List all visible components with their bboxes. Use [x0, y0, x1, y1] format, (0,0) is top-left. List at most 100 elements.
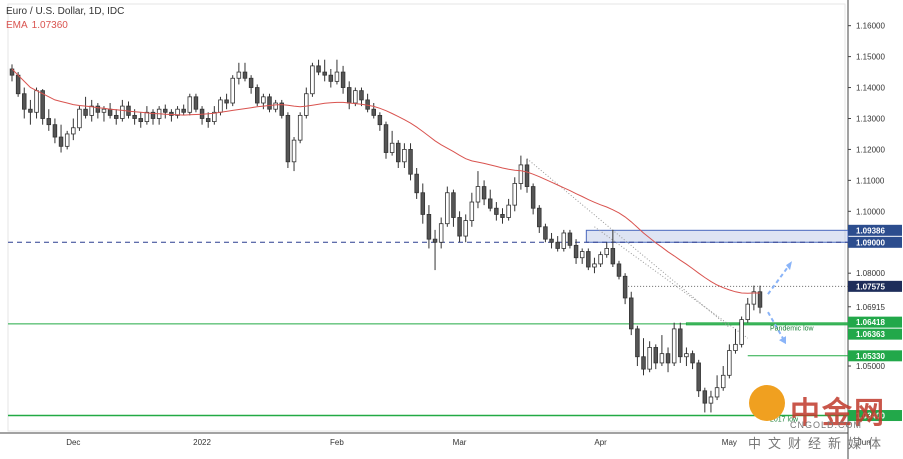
candle — [641, 356, 646, 370]
candle — [248, 77, 254, 88]
candle — [751, 291, 757, 305]
candle — [420, 192, 426, 215]
arrowhead-down — [779, 336, 786, 345]
price-badge — [848, 328, 902, 340]
candle — [500, 214, 505, 218]
candle — [346, 87, 352, 104]
candle — [408, 149, 413, 175]
candle — [230, 77, 235, 104]
price-badge — [848, 236, 902, 248]
candle — [291, 139, 297, 163]
projection-arrow-down — [767, 311, 785, 341]
candle — [396, 142, 401, 163]
candle — [15, 74, 21, 95]
ema-label: EMA — [6, 20, 28, 31]
candle — [555, 241, 560, 249]
candle — [218, 99, 223, 113]
candle — [64, 133, 70, 147]
candle — [506, 204, 511, 218]
x-tick-label: 2022 — [193, 438, 211, 447]
candle — [205, 118, 211, 122]
candle — [487, 198, 493, 209]
candle — [22, 93, 27, 110]
candle — [720, 374, 726, 389]
x-tick-label: Apr — [594, 438, 607, 447]
candle — [169, 111, 174, 116]
candle — [371, 108, 376, 116]
candle — [745, 303, 750, 321]
price-badge-label: 1.06363 — [856, 330, 885, 339]
candle — [537, 207, 542, 228]
candle — [714, 387, 720, 398]
candle — [598, 254, 603, 265]
candle — [684, 353, 689, 358]
candle — [181, 108, 186, 113]
price-badge-label: 1.05330 — [856, 352, 885, 361]
price-badge-label: 1.09000 — [856, 238, 885, 247]
candle — [727, 350, 732, 376]
candle — [389, 142, 395, 153]
price-badge — [848, 224, 902, 236]
candle — [310, 65, 315, 95]
candle — [34, 90, 39, 113]
candle — [432, 238, 438, 243]
price-badge-label: 1.03400 — [856, 412, 885, 421]
candle — [9, 68, 15, 76]
candle — [622, 275, 628, 299]
candle — [647, 347, 652, 370]
candle — [242, 71, 248, 79]
x-tick-label: Dec — [66, 438, 80, 447]
candle — [586, 251, 591, 268]
y-tick-label: 1.11000 — [856, 176, 885, 185]
candle — [120, 105, 125, 119]
candle — [113, 114, 119, 119]
candle — [340, 71, 346, 88]
annotation-label: Pandemic low — [770, 325, 815, 332]
arrowhead-up — [786, 261, 792, 271]
candle — [616, 263, 622, 277]
candle — [95, 105, 101, 113]
candle — [71, 127, 76, 135]
projection-arrow-up — [767, 263, 791, 295]
candle — [665, 353, 671, 364]
candle — [549, 238, 554, 243]
candle — [224, 99, 229, 104]
ema-line — [11, 68, 760, 294]
annotation-label: 2017 low — [770, 417, 799, 424]
resistance-zone — [585, 229, 849, 243]
candle — [267, 96, 272, 110]
candle — [236, 71, 242, 79]
y-tick-label: 1.15000 — [856, 53, 885, 62]
candle — [524, 164, 530, 187]
candle — [46, 118, 52, 126]
x-tick-label: May — [722, 438, 737, 447]
candle — [187, 96, 193, 113]
trendline-upper — [526, 158, 730, 328]
candle — [494, 207, 499, 215]
candle — [28, 108, 33, 113]
price-badge — [848, 350, 902, 362]
candle — [451, 192, 456, 218]
price-badge-label: 1.07575 — [856, 282, 885, 291]
candle — [530, 186, 536, 209]
candle — [690, 353, 695, 364]
candle — [163, 108, 168, 113]
candle — [512, 183, 517, 206]
candle — [592, 263, 597, 268]
y-tick-label: 1.13000 — [856, 114, 885, 123]
x-tick-label: Mar — [453, 438, 467, 447]
candle — [463, 220, 468, 237]
candle — [353, 90, 358, 104]
candle — [469, 201, 475, 221]
candle — [273, 102, 278, 110]
candle — [138, 118, 143, 122]
candle — [659, 353, 665, 364]
candle — [708, 396, 714, 404]
candle — [402, 149, 407, 163]
candle — [733, 343, 738, 351]
watermark-logo — [749, 385, 785, 421]
candle — [83, 108, 88, 116]
candle — [579, 251, 585, 259]
candle — [297, 114, 303, 141]
